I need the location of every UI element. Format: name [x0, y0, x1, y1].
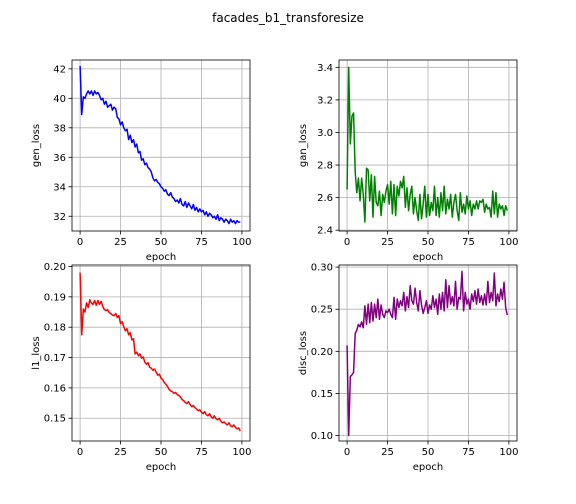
subplot-gen-loss-series-line: [79, 65, 241, 225]
subplot-l1-loss-xtick-label: 50: [155, 447, 168, 458]
subplot-l1-loss-xtick-label: 75: [195, 447, 208, 458]
subplot-gan-loss-xtick-label: 50: [422, 237, 435, 248]
subplot-l1-loss-xtick-label: 25: [114, 447, 127, 458]
subplot-l1-loss: 0 25 50 75 100 0.15 0.16 0.17 0.18 0.19 0.20 epoch l…: [31, 262, 251, 473]
subplot-disc-loss-xtick-label: 100: [499, 447, 518, 458]
subplot-gen-loss: 0 25 50 75 100 32 34 36 38 40 42 epoch gen_loss: [31, 59, 251, 263]
subplot-l1-loss-xtick-label: 100: [232, 447, 251, 458]
subplot-l1-loss-ytick-label: 0.15: [44, 414, 66, 425]
subplot-l1-loss-ylabel: l1_loss: [31, 336, 42, 369]
subplot-gan-loss-xtick-label: 100: [499, 237, 518, 248]
subplot-gan-loss-ytick-label: 3.2: [317, 95, 333, 106]
subplot-l1-loss-ytick-label: 0.17: [44, 353, 66, 364]
subplot-gen-loss-ytick-label: 42: [53, 64, 66, 75]
subplot-gen-loss-ytick-label: 36: [53, 153, 66, 164]
subplot-l1-loss-ytick-label: 0.19: [44, 292, 66, 303]
subplot-disc-loss-xtick-label: 0: [344, 447, 350, 458]
subplot-disc-loss-ytick-label: 0.30: [311, 263, 333, 274]
subplot-gan-loss-ylabel: gan_loss: [298, 124, 309, 167]
subplot-gen-loss-xlabel: epoch: [146, 252, 176, 263]
subplot-disc-loss-ytick-label: 0.10: [311, 431, 333, 442]
subplot-gen-loss-xtick-label: 50: [155, 237, 168, 248]
subplot-gen-loss-ylabel: gen_loss: [31, 124, 42, 167]
subplot-gan-loss-ytick-label: 2.4: [317, 226, 333, 237]
subplot-gan-loss: 0 25 50 75 100 2.4 2.6 2.8 3.0 3.2 3.4 epoch gan_los…: [298, 59, 518, 263]
figure-title: facades_b1_transforesize: [212, 11, 364, 25]
subplot-gan-loss-ytick-label: 2.8: [317, 161, 333, 172]
subplot-disc-loss-ytick-label: 0.15: [311, 389, 333, 400]
subplot-disc-loss-ytick-label: 0.20: [311, 347, 333, 358]
subplot-gan-loss-xlabel: epoch: [413, 252, 443, 263]
subplot-gan-loss-xtick-label: 75: [462, 237, 475, 248]
subplot-gen-loss-xtick-label: 0: [77, 237, 83, 248]
subplot-gen-loss-ytick-label: 40: [53, 94, 66, 105]
subplot-gen-loss-xtick-label: 100: [232, 237, 251, 248]
subplot-l1-loss-ytick-label: 0.16: [44, 383, 66, 394]
subplot-gan-loss-ytick-label: 3.0: [317, 128, 333, 139]
subplot-disc-loss-series-line: [346, 270, 509, 437]
subplot-l1-loss-series-line: [79, 272, 241, 432]
subplot-l1-loss-xlabel: epoch: [146, 462, 176, 473]
subplot-disc-loss-ytick-label: 0.25: [311, 305, 333, 316]
subplot-l1-loss-ytick-label: 0.18: [44, 323, 66, 334]
subplot-gen-loss-xtick-label: 25: [114, 237, 127, 248]
subplot-l1-loss-ytick-label: 0.20: [44, 262, 66, 273]
subplot-disc-loss-xtick-label: 75: [462, 447, 475, 458]
subplot-gan-loss-series-line: [346, 66, 509, 223]
subplot-gan-loss-xtick-label: 25: [381, 237, 394, 248]
subplot-gen-loss-ytick-label: 38: [53, 123, 66, 134]
subplot-disc-loss-xlabel: epoch: [413, 462, 443, 473]
subplot-disc-loss: 0 25 50 75 100 0.10 0.15 0.20 0.25 0.30 epoch disc_…: [298, 263, 518, 473]
subplot-gan-loss-xtick-label: 0: [344, 237, 350, 248]
subplot-l1-loss-xtick-label: 0: [77, 447, 83, 458]
subplot-disc-loss-xtick-label: 25: [381, 447, 394, 458]
subplot-gan-loss-ytick-label: 3.4: [317, 63, 333, 74]
subplot-gen-loss-ytick-label: 34: [53, 182, 66, 193]
subplot-gen-loss-ytick-label: 32: [53, 212, 66, 223]
subplot-disc-loss-xtick-label: 50: [422, 447, 435, 458]
subplot-gen-loss-xtick-label: 75: [195, 237, 208, 248]
subplot-disc-loss-ylabel: disc_loss: [298, 331, 309, 375]
subplot-gan-loss-ytick-label: 2.6: [317, 193, 333, 204]
